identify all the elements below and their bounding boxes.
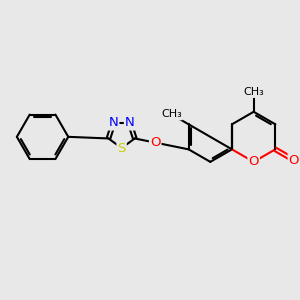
Text: N: N	[109, 116, 118, 130]
Text: O: O	[248, 155, 259, 168]
Text: O: O	[289, 154, 299, 166]
Text: N: N	[125, 116, 135, 130]
Text: S: S	[117, 142, 126, 154]
Text: CH₃: CH₃	[161, 110, 182, 119]
Text: CH₃: CH₃	[243, 87, 264, 97]
Text: O: O	[150, 136, 160, 149]
